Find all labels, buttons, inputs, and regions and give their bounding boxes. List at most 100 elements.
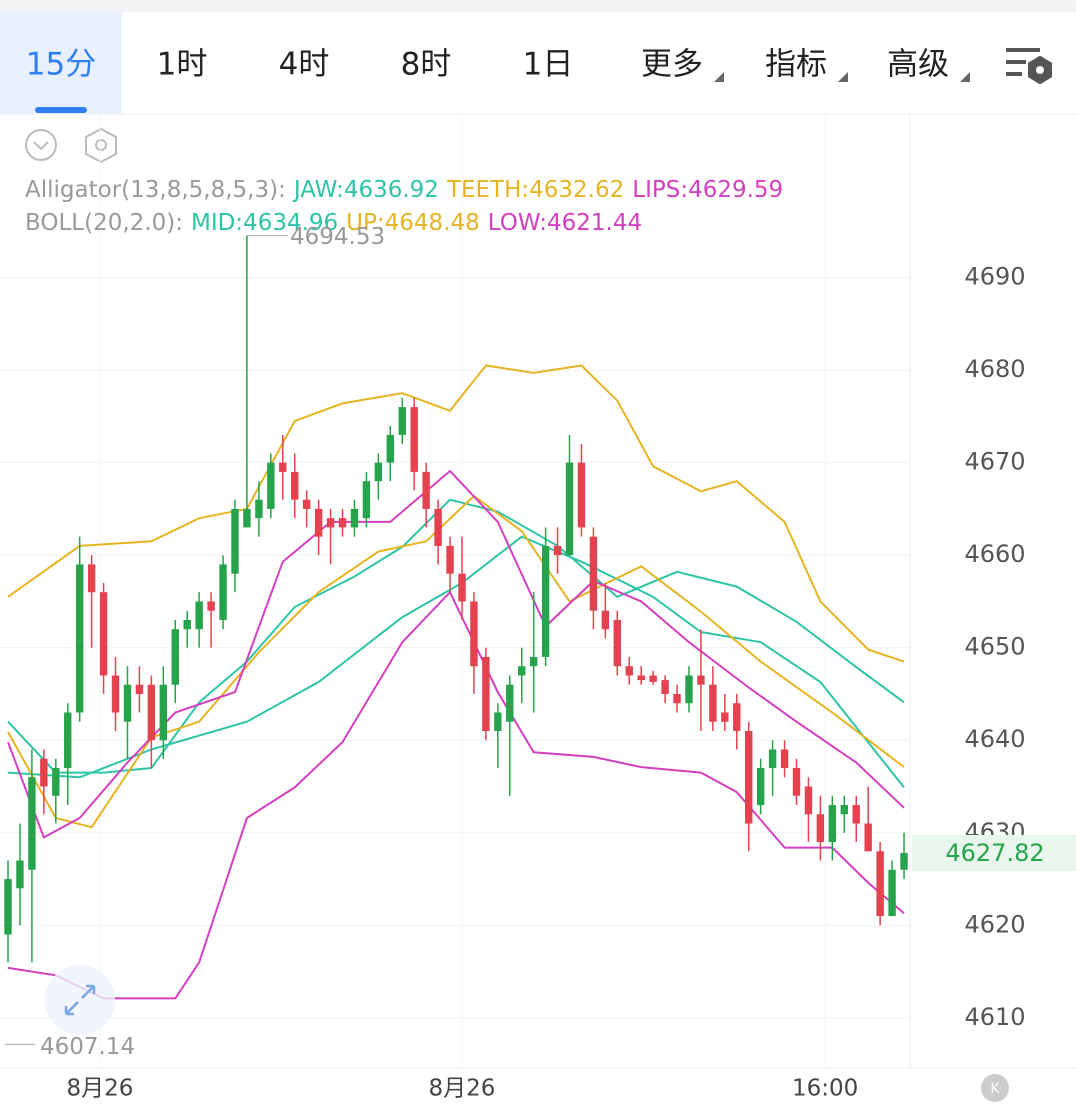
candle-body [159,684,168,741]
candle-body [219,564,227,620]
tab[interactable]: 指标 [765,47,827,83]
indicator-legend: Alligator(13,8,5,8,5,3): JAW:4636.92 TEETH… [25,177,783,236]
candle-body [374,462,383,482]
tab[interactable]: 更多 [641,47,703,83]
candle-body [410,407,418,472]
candle-body [518,666,526,676]
indicator-line [7,364,905,663]
zoom-icon [64,984,96,1016]
candle-body [900,852,908,870]
chevron [33,141,49,151]
candle-body [876,851,884,917]
collapse-button[interactable] [25,129,57,161]
x-tick-label: 8月26 [67,1076,134,1102]
candle-body [458,573,466,602]
candle-body [350,508,359,528]
candle-body [231,508,239,574]
status-strip [0,0,1076,12]
candle-body [147,684,156,741]
candle-body [625,666,633,676]
candle-body [171,629,179,685]
candle-body [195,601,203,630]
x-tick-label: 16:00 [792,1076,858,1102]
active-tab-indicator [35,107,87,113]
candle-body [649,675,657,682]
candle-body [123,684,132,722]
candle-body [756,768,765,806]
tab[interactable]: 1日 [523,47,574,83]
candle-body [279,462,287,472]
candle-body [314,508,323,537]
candle-body [255,499,263,519]
candle-body [482,656,490,731]
candle-body [768,749,777,769]
candle-body [4,879,12,935]
candle-body [601,610,610,630]
candle-body [422,471,430,509]
tab[interactable]: 高级 [887,47,949,83]
candle-body [553,545,562,556]
tab[interactable]: 15分 [26,47,96,83]
candle-body [446,545,454,574]
candle-body [577,462,586,528]
indicator-value: LIPS:4629.59 [632,177,783,203]
candle-body [745,730,753,824]
kline-switch[interactable] [981,1074,1009,1102]
settings-button[interactable] [85,127,117,164]
y-tick-label: 4660 [964,540,1025,568]
current-price-label: 4627.82 [945,839,1044,867]
indicator-row: BOLL(20,2.0): MID:4634.96 UP:4648.48 LOW:46… [25,210,642,236]
candle-body [792,768,801,796]
candle-body [434,508,442,546]
indicator-lines [7,364,905,1000]
candle-body [398,407,406,435]
candle-body [302,499,311,509]
indicator-line [7,498,905,774]
labels: Alligator(13,8,5,8,5,3): JAW:4636.92 TEETH… [5,177,1076,1102]
indicator-value: MID:4634.96 [191,210,338,236]
candle-body [673,693,681,704]
y-tick-label: 4680 [964,355,1025,383]
candle-body [135,684,144,694]
candle-body [816,814,825,843]
tab[interactable]: 8时 [401,47,452,83]
candle-body [506,684,514,722]
candle-body [243,508,251,528]
indicator-value: UP:4648.48 [346,210,480,236]
tab[interactable]: 1时 [157,47,208,83]
settings-icon[interactable] [1006,48,1052,85]
candle-body [733,703,741,731]
candle-body [28,777,36,870]
y-tick-label: 4610 [964,1003,1025,1031]
candle-body [613,619,622,667]
indicator-line [7,494,905,829]
candle-body [888,869,896,917]
candle-body [111,675,120,713]
candle-body [75,564,84,713]
dropdown-arrows [714,72,970,82]
indicator-value: TEETH:4632.62 [446,177,624,203]
chart-tools [25,127,117,164]
candle-body [64,712,72,769]
candle-body [207,601,215,611]
candle-body [326,518,335,528]
indicator-line [7,469,905,839]
candle-body [386,434,395,463]
tab[interactable]: 4时 [279,47,330,83]
y-tick-label: 4690 [964,263,1025,291]
y-tick-label: 4670 [964,448,1025,476]
kline-icon: K [990,1081,1000,1097]
candle-body [709,684,717,722]
zoom-button[interactable] [45,965,115,1035]
y-tick-label: 4640 [964,725,1025,753]
candle-body [828,805,837,843]
candle-body [780,749,789,769]
candle-body [529,656,538,667]
candle-body [637,675,645,681]
active-tab-bg [0,12,122,114]
candle-body [852,805,860,824]
candles [4,235,908,963]
candle-body [99,592,108,676]
candle-body [864,823,872,852]
